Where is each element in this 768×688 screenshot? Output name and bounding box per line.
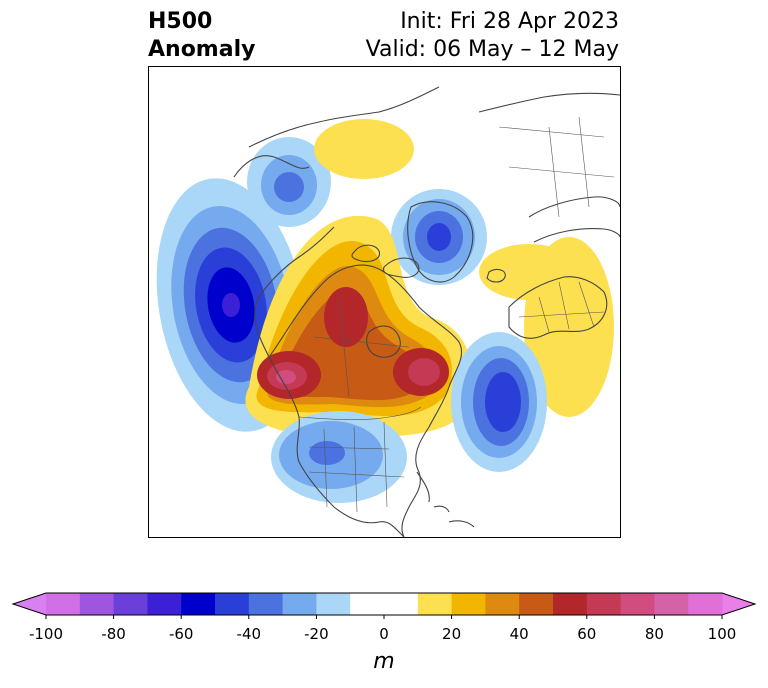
colorbar-bin	[485, 593, 520, 615]
colorbar-tick-label: -80	[101, 625, 126, 643]
colorbar-bin	[519, 593, 554, 615]
colorbar-tick-label: 100	[708, 625, 737, 643]
colorbar-bin	[147, 593, 182, 615]
valid-range: Valid: 06 May – 12 May	[365, 37, 619, 62]
colorbar-bin	[282, 593, 317, 615]
anomaly-subtitle: Anomaly	[148, 37, 256, 62]
map-canvas	[156, 86, 620, 537]
colorbar-tick-label: -40	[237, 625, 262, 643]
colorbar-tick-label: -20	[304, 625, 329, 643]
colorbar-bin	[451, 593, 486, 615]
colorbar-bin	[586, 593, 622, 615]
colorbar-bin	[181, 593, 216, 615]
anomaly-map	[148, 66, 621, 538]
colorbar-bin	[654, 593, 689, 615]
colorbar-tick-label: -100	[29, 625, 63, 643]
coastlines	[233, 86, 620, 537]
colorbar-tick-label: 60	[577, 625, 596, 643]
negative-anomaly-atlantic	[451, 332, 547, 472]
colorbar-bin	[248, 593, 284, 615]
colorbar: -100 -80 -60 -40 -20 0 20 40 60 80 100 m	[0, 585, 768, 684]
colorbar-bin	[46, 593, 81, 615]
colorbar-bin	[620, 593, 655, 615]
title-right: Init: Fri 28 Apr 2023 Valid: 06 May – 12…	[366, 8, 619, 64]
colorbar-bin	[215, 593, 250, 615]
colorbar-tick-label: 80	[645, 625, 664, 643]
political-borders	[298, 116, 615, 513]
colorbar-bin	[688, 593, 723, 615]
negative-anomaly-siberia	[247, 137, 331, 227]
colorbar-over-arrow	[722, 593, 755, 615]
colorbar-bin	[79, 593, 115, 615]
colorbar-bin	[350, 593, 419, 615]
positive-anomaly-ridge	[256, 240, 452, 417]
colorbar-tick-label: 40	[510, 625, 529, 643]
variable-title: H500	[148, 9, 213, 34]
colorbar-bin	[553, 593, 588, 615]
colorbar-under-arrow	[13, 593, 46, 615]
colorbar-bin	[113, 593, 148, 615]
colorbar-svg: -100 -80 -60 -40 -20 0 20 40 60 80 100 m	[11, 592, 757, 674]
init-date: Init: Fri 28 Apr 2023	[400, 9, 619, 34]
colorbar-tick-label: -60	[169, 625, 194, 643]
colorbar-bin	[417, 593, 453, 615]
title-left: H500 Anomaly	[148, 8, 255, 64]
colorbar-bin	[316, 593, 351, 615]
colorbar-tick-label: 0	[379, 625, 389, 643]
colorbar-tick-label: 20	[442, 625, 461, 643]
colorbar-unit-label: m	[373, 649, 394, 674]
